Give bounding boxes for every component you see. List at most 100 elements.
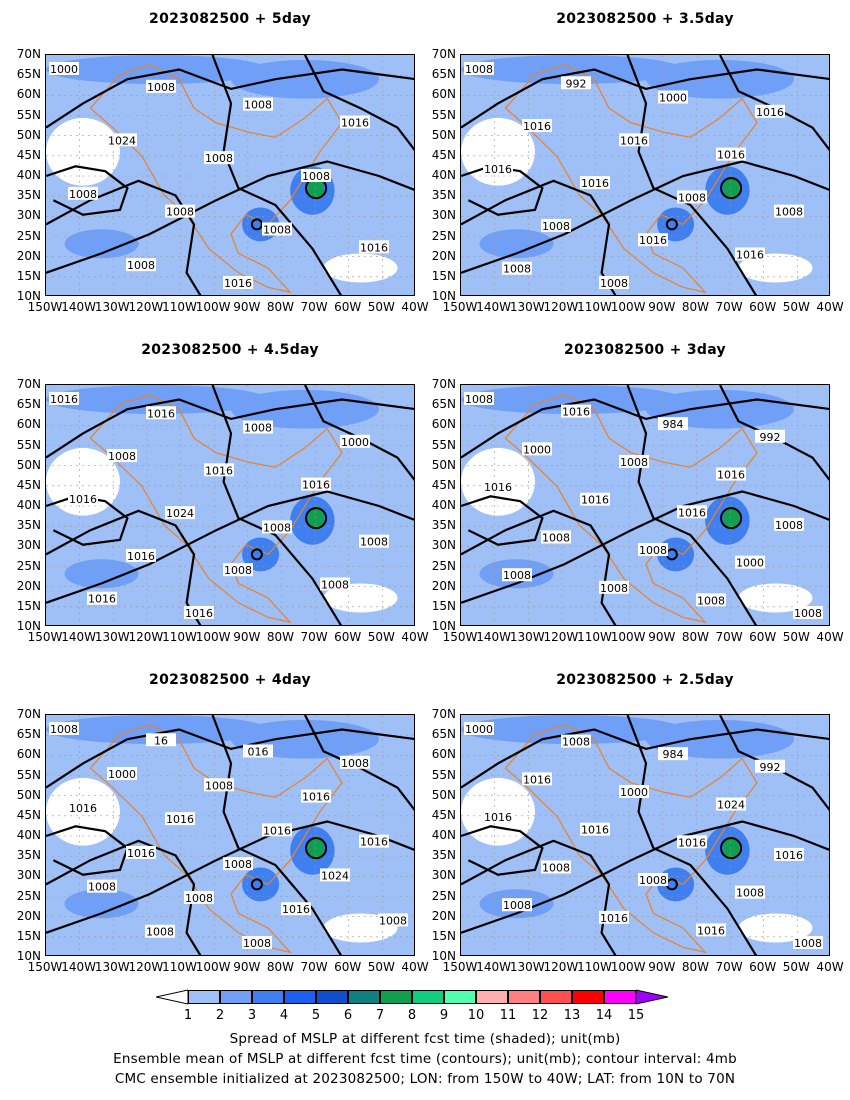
lat-axis-label: 40N	[431, 828, 456, 842]
lon-axis-label: 100W	[195, 300, 231, 314]
contour-label: 1008	[735, 885, 765, 900]
contour-label: 1016	[281, 902, 311, 916]
colorbar-swatch	[252, 990, 284, 1004]
contour-label: 1008	[165, 204, 195, 219]
colorbar-arrow-high	[636, 989, 668, 1005]
lon-axis-label: 70W	[300, 960, 328, 974]
contour-label: 1008	[793, 606, 823, 620]
svg-text:992: 992	[760, 431, 781, 444]
map-panel-3p5day: 1008 992 1000 1016 1016 1016 1016 1016 1016 1008 1…	[460, 54, 830, 296]
lat-axis-label: 30N	[16, 538, 41, 553]
isobar-contour	[626, 55, 758, 295]
isobar-contour	[461, 839, 617, 955]
contour-label: 1000	[107, 767, 137, 781]
contour-label: 1016	[561, 404, 591, 419]
spread-shading-max	[308, 836, 325, 861]
contour-label: 1008	[638, 543, 668, 557]
svg-text:1016: 1016	[523, 120, 551, 133]
contour-label: 1016	[580, 176, 610, 190]
spread-shading-region	[323, 583, 398, 613]
lon-axis-label: 110W	[577, 960, 612, 974]
map-panel-4p5day: 1016 1016 1008 1000 1008 1016 1016 1016 1024 1008…	[45, 384, 415, 626]
colorbar-swatch	[508, 990, 540, 1004]
svg-text:1008: 1008	[224, 564, 252, 577]
lon-axis-label: 110W	[577, 300, 612, 314]
lat-axis-label: 45N	[431, 477, 456, 492]
isobar-low-center	[250, 878, 263, 891]
contour-label: 1016	[522, 772, 552, 786]
contour-label: 1016	[483, 480, 513, 494]
svg-text:1000: 1000	[659, 92, 687, 105]
colorbar-tick-label: 11	[499, 1008, 517, 1023]
contour-label: 1016	[580, 822, 610, 837]
svg-text:1008: 1008	[146, 926, 174, 939]
isobar-low-center	[665, 218, 678, 231]
svg-text:1008: 1008	[503, 569, 531, 582]
lon-axis-label: 150W	[442, 960, 478, 974]
svg-text:1016: 1016	[484, 163, 512, 176]
caption-shading: Spread of MSLP at different fcst time (s…	[229, 1031, 621, 1047]
lat-axis-label: 20N	[16, 578, 41, 593]
lat-axis-label: 50N	[431, 127, 456, 142]
contour-label: 1008	[126, 258, 156, 272]
svg-text:1016: 1016	[581, 177, 609, 190]
lat-axis-label: 35N	[431, 848, 456, 863]
lon-axis-label: 110W	[577, 630, 612, 644]
contour-label: 1016	[126, 845, 156, 860]
lon-axis-label: 130W	[94, 630, 130, 644]
spread-shading-max	[308, 176, 325, 201]
lat-axis-label: 55N	[431, 767, 456, 782]
spread-shading-region	[657, 207, 695, 242]
lon-axis-label: 60W	[749, 630, 777, 644]
contour-label: 1008	[146, 79, 176, 94]
svg-text:1008: 1008	[50, 723, 78, 736]
contour-label: 1008	[502, 568, 532, 582]
map-panel-2p5day: 1000 1008 984 992 1016 1000 1024 1016 1016 1016 10…	[460, 714, 830, 956]
svg-text:1016: 1016	[523, 773, 551, 786]
lat-axis-label: 40N	[431, 498, 456, 512]
svg-text:1008: 1008	[263, 521, 291, 534]
spread-shading-region	[461, 385, 683, 415]
contour-label: 1008	[696, 593, 726, 607]
svg-text:1016: 1016	[581, 494, 609, 507]
contour-label: 1008	[107, 449, 137, 463]
caption-source: CMC ensemble initialized at 2023082500; …	[114, 1071, 736, 1087]
colorbar-arrow-low	[156, 989, 188, 1005]
lon-axis-label: 50W	[367, 960, 395, 974]
svg-text:1008: 1008	[639, 544, 667, 557]
svg-text:1008: 1008	[243, 937, 271, 950]
isobar-contour	[46, 509, 202, 625]
map-svg: 1000 1008 1008 1016 1024 1008 1008 1008 1008 1008…	[46, 55, 414, 295]
contour-label: 1008	[774, 517, 804, 532]
isobar-low-center	[250, 548, 263, 561]
lon-axis-label: 130W	[94, 300, 130, 314]
lat-axis-label: 25N	[431, 888, 456, 903]
lon-axis-label: 140W	[61, 960, 97, 974]
lat-axis-label: 30N	[431, 538, 456, 553]
contour-label: 1000	[464, 722, 494, 736]
lon-axis-label: 70W	[715, 630, 743, 644]
svg-text:1008: 1008	[224, 858, 252, 871]
lon-axis-label: 110W	[162, 960, 197, 974]
lon-axis-label: 60W	[334, 300, 362, 314]
svg-text:1016: 1016	[360, 241, 388, 254]
isobar-contour	[46, 179, 202, 295]
lon-axis-label: 120W	[128, 960, 164, 974]
panel-title-4day: 2023082500 + 4day	[149, 672, 311, 688]
map-svg: 1008 1016 984 992 1000 1008 1016 1016 1016 1016 10…	[461, 385, 829, 625]
lat-axis-label: 65N	[431, 727, 456, 742]
svg-text:1008: 1008	[302, 170, 330, 183]
svg-text:1008: 1008	[465, 393, 493, 406]
svg-text:1024: 1024	[321, 869, 349, 882]
contour-label: 992	[755, 429, 785, 444]
contour-label: 1024	[716, 797, 746, 812]
lat-axis-label: 35N	[16, 518, 41, 533]
spread-shading-max	[308, 506, 325, 531]
lat-axis-label: 65N	[16, 67, 41, 82]
svg-text:1016: 1016	[88, 593, 116, 606]
svg-text:1024: 1024	[108, 134, 136, 147]
lat-axis-label: 20N	[16, 248, 41, 263]
contour-label: 1016	[87, 591, 117, 606]
lat-axis-label: 20N	[16, 908, 41, 923]
lat-axis-label: 60N	[431, 417, 456, 432]
